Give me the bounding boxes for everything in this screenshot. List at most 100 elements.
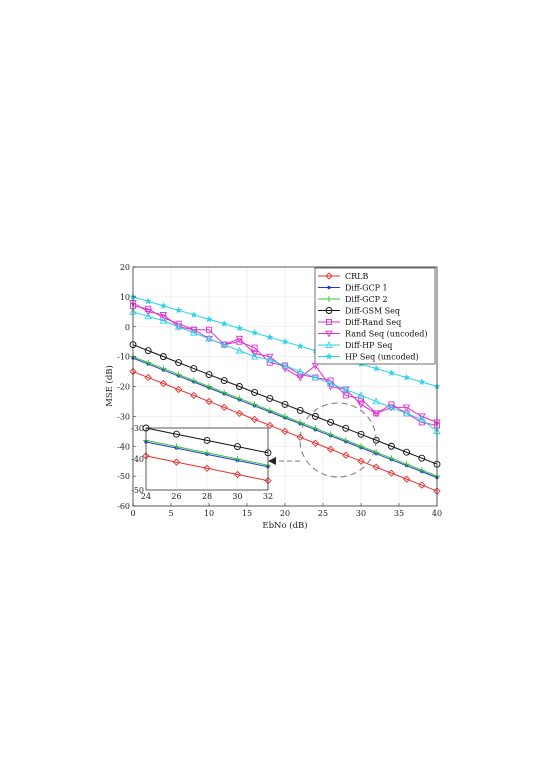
data-point bbox=[190, 377, 197, 384]
data-point bbox=[190, 365, 198, 373]
data-point bbox=[266, 407, 273, 414]
data-point bbox=[311, 373, 320, 381]
data-point bbox=[174, 385, 183, 394]
data-point bbox=[266, 353, 274, 361]
zoom-circle bbox=[299, 402, 377, 478]
data-point bbox=[281, 400, 289, 408]
data-point bbox=[160, 365, 167, 372]
data-point bbox=[144, 347, 152, 355]
data-point bbox=[418, 454, 426, 462]
data-point bbox=[235, 324, 244, 332]
data-point bbox=[234, 443, 241, 451]
inset-plot: 24 26 28 30 32 -50 -40 -30 bbox=[131, 424, 273, 501]
data-point bbox=[159, 379, 168, 388]
x-tick-label: 0 bbox=[130, 509, 135, 518]
x-tick-label: 10 bbox=[204, 509, 214, 518]
y-tick-label: -20 bbox=[117, 383, 130, 392]
data-point bbox=[144, 308, 152, 316]
inset-x-tick-label: 26 bbox=[171, 492, 181, 501]
data-point bbox=[266, 333, 274, 341]
inset-x-tick-label: 24 bbox=[141, 492, 151, 501]
data-point bbox=[203, 464, 211, 472]
data-point bbox=[159, 311, 168, 319]
data-point bbox=[387, 403, 396, 411]
data-point bbox=[418, 467, 425, 474]
inset-y-tick-label: -30 bbox=[131, 424, 144, 433]
data-point bbox=[296, 342, 304, 350]
data-point bbox=[235, 335, 244, 343]
data-point bbox=[327, 418, 335, 426]
data-point bbox=[387, 469, 396, 477]
series-hp-seq-uncoded- bbox=[129, 292, 441, 390]
data-point bbox=[174, 306, 183, 314]
series-diff-gcp-2 bbox=[130, 353, 440, 480]
data-point bbox=[281, 337, 289, 345]
data-point bbox=[190, 310, 198, 318]
data-point bbox=[358, 443, 364, 450]
inset-y-tick-label: -40 bbox=[131, 455, 144, 464]
data-point bbox=[159, 353, 167, 361]
data-point bbox=[402, 475, 411, 483]
data-point bbox=[159, 316, 168, 324]
data-point bbox=[327, 431, 334, 438]
legend-label: Diff-GCP 2 bbox=[345, 295, 388, 304]
legend-item: Diff-GCP 1 bbox=[318, 284, 388, 293]
data-point bbox=[296, 374, 304, 382]
data-point bbox=[145, 359, 152, 366]
y-tick-label: -10 bbox=[117, 353, 130, 362]
legend-label: HP Seq (uncoded) bbox=[345, 353, 419, 362]
y-tick-label: -40 bbox=[117, 442, 130, 451]
legend-marker bbox=[325, 272, 333, 280]
x-tick-label: 20 bbox=[280, 509, 290, 518]
data-point bbox=[266, 421, 274, 429]
data-point bbox=[233, 470, 242, 479]
y-axis-title: MSE (dB) bbox=[104, 365, 115, 407]
data-point bbox=[173, 430, 180, 438]
data-point bbox=[172, 458, 181, 466]
series-line bbox=[132, 302, 438, 423]
data-point bbox=[205, 397, 213, 406]
legend-marker bbox=[325, 352, 333, 360]
data-point bbox=[251, 401, 258, 408]
data-point bbox=[205, 371, 213, 378]
legend-marker bbox=[325, 330, 333, 338]
data-point bbox=[372, 463, 380, 471]
x-tick-label: 40 bbox=[432, 509, 442, 518]
data-point bbox=[418, 481, 426, 489]
data-point bbox=[266, 355, 274, 363]
legend-marker bbox=[325, 341, 333, 348]
data-point bbox=[357, 391, 365, 399]
data-point bbox=[357, 457, 365, 465]
data-point bbox=[144, 312, 152, 320]
series-line bbox=[132, 311, 438, 432]
series-diff-hp-seq bbox=[129, 307, 441, 435]
legend-marker bbox=[326, 319, 333, 326]
data-point bbox=[326, 445, 335, 453]
data-point bbox=[190, 328, 198, 336]
legend-item: Rand Seq (uncoded) bbox=[318, 330, 428, 339]
zoom-arrowhead bbox=[268, 457, 276, 465]
inset-series bbox=[142, 424, 272, 485]
data-point bbox=[342, 424, 350, 432]
data-point bbox=[220, 340, 228, 348]
inset-x-tick-label: 32 bbox=[263, 492, 273, 501]
data-point bbox=[281, 361, 289, 369]
data-point bbox=[296, 367, 304, 375]
data-point bbox=[205, 334, 213, 342]
data-point bbox=[402, 409, 411, 417]
series-diff-gsm-seq bbox=[129, 341, 441, 468]
data-point bbox=[203, 436, 211, 444]
inset-frame bbox=[145, 427, 269, 491]
data-point bbox=[403, 448, 411, 456]
data-point bbox=[372, 397, 380, 405]
data-point bbox=[190, 391, 198, 400]
data-point bbox=[251, 389, 259, 396]
legend-label: Rand Seq (uncoded) bbox=[345, 330, 428, 339]
x-axis-title: EbNo (dB) bbox=[262, 520, 307, 531]
data-point bbox=[296, 406, 304, 414]
y-tick-label: 20 bbox=[120, 263, 130, 272]
data-point bbox=[175, 371, 182, 378]
inset-series-line bbox=[145, 455, 269, 482]
